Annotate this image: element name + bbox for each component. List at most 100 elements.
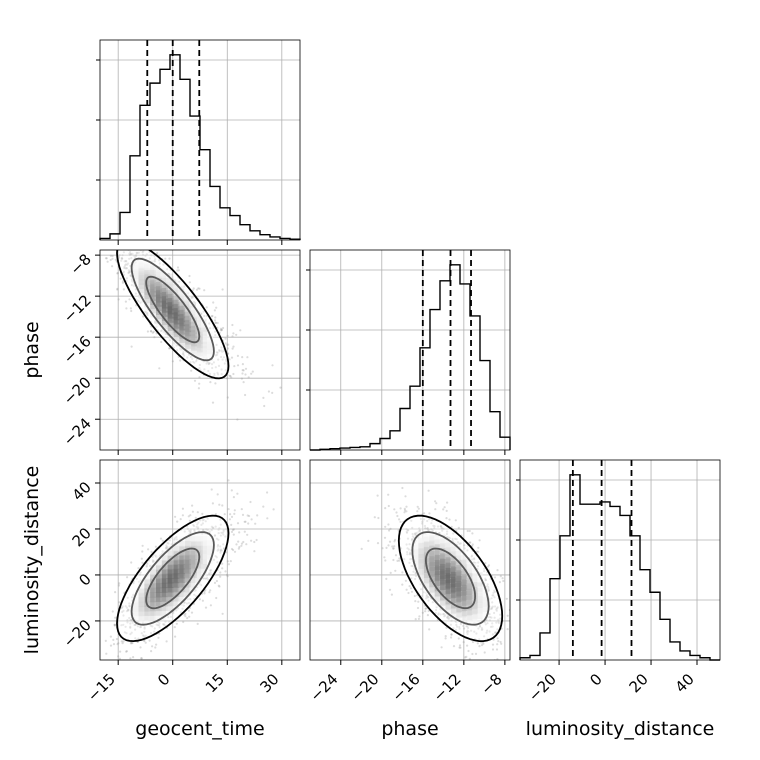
scatter-point	[122, 229, 124, 231]
scatter-point	[424, 607, 427, 610]
scatter-point	[129, 274, 132, 277]
scatter-point	[118, 254, 121, 257]
scatter-point	[463, 547, 466, 550]
scatter-point	[168, 539, 172, 542]
density-cell	[429, 551, 440, 561]
scatter-point	[398, 557, 401, 560]
scatter-point	[227, 563, 230, 566]
scatter-point	[497, 640, 500, 643]
scatter-point	[427, 595, 430, 598]
xtick-label-luminosity_distance_x-0: −20	[525, 670, 560, 705]
scatter-point	[122, 614, 125, 617]
scatter-point	[475, 632, 478, 635]
density-cell	[467, 610, 478, 621]
scatter-point	[128, 253, 131, 256]
scatter-point	[211, 401, 215, 404]
scatter-point	[403, 511, 406, 514]
scatter-point	[155, 623, 158, 626]
scatter-point	[437, 612, 440, 615]
scatter-point	[116, 288, 119, 291]
scatter-point	[195, 525, 198, 529]
scatter-point	[406, 537, 410, 540]
density-cell	[423, 531, 434, 542]
scatter-point	[166, 547, 169, 550]
scatter-point	[426, 527, 429, 530]
scatter-point	[217, 532, 220, 535]
scatter-point	[148, 639, 151, 642]
scatter-point	[116, 221, 118, 223]
density-cell	[150, 266, 161, 277]
scatter-point	[158, 367, 161, 370]
scatter-point	[151, 331, 154, 334]
scatter-point	[421, 520, 424, 523]
density-cell	[461, 595, 472, 606]
scatter-point	[247, 376, 250, 379]
scatter-point	[414, 532, 417, 535]
scatter-point	[164, 332, 167, 336]
scatter-point	[219, 329, 222, 332]
scatter-point	[246, 356, 249, 359]
scatter-point	[189, 531, 192, 534]
density-cell	[434, 576, 445, 586]
xtick-label-phase_x-4: −8	[477, 670, 505, 698]
scatter-point	[244, 393, 247, 397]
scatter-point	[140, 657, 143, 660]
density-cell	[434, 549, 445, 560]
scatter-point	[181, 607, 184, 610]
density-cell	[413, 549, 423, 560]
scatter-point	[158, 626, 161, 629]
scatter-point	[127, 262, 130, 265]
scatter-point	[128, 616, 131, 620]
scatter-point	[218, 349, 221, 352]
scatter-point	[522, 617, 524, 619]
scatter-point	[156, 251, 159, 255]
scatter-point	[470, 629, 473, 632]
scatter-point	[222, 543, 225, 546]
scatter-point	[245, 543, 248, 546]
scatter-point	[196, 527, 199, 530]
scatter-point	[151, 560, 154, 564]
scatter-point	[161, 539, 164, 542]
scatter-point	[204, 520, 207, 523]
scatter-point	[118, 657, 121, 660]
scatter-point	[197, 526, 200, 529]
scatter-point	[222, 547, 225, 550]
scatter-point	[235, 543, 238, 546]
density-cell	[456, 570, 467, 581]
density-cell	[450, 593, 461, 604]
contour-1σ	[145, 275, 201, 344]
scatter-point	[141, 550, 144, 553]
scatter-point	[483, 570, 486, 573]
scatter-point	[458, 644, 462, 647]
scatter-point	[203, 289, 206, 292]
scatter-point	[173, 537, 176, 540]
scatter-point	[135, 254, 138, 257]
scatter-point	[176, 266, 180, 269]
scatter-point	[123, 631, 126, 634]
density-cell	[167, 279, 178, 290]
scatter-point	[224, 535, 227, 538]
scatter-point	[218, 503, 221, 506]
scatter-point	[385, 546, 388, 550]
scatter-point	[210, 569, 213, 572]
density-cell	[434, 565, 445, 576]
scatter-point	[169, 615, 173, 619]
scatter-point	[196, 523, 199, 526]
scatter-point	[217, 373, 220, 376]
scatter-point	[232, 372, 235, 376]
scatter-point	[193, 379, 197, 382]
scatter-point	[145, 565, 148, 568]
scatter-point	[421, 594, 424, 598]
panel-phase-vs-luminosity_distance-scatter	[360, 486, 524, 660]
scatter-point	[117, 642, 120, 645]
scatter-point	[126, 621, 129, 624]
scatter-point	[480, 628, 483, 631]
scatter-point	[139, 571, 142, 574]
scatter-point	[455, 538, 458, 541]
scatter-point	[462, 641, 465, 644]
scatter-point	[391, 545, 394, 548]
scatter-point	[162, 623, 165, 626]
scatter-point	[227, 479, 230, 482]
scatter-point	[139, 625, 143, 629]
scatter-point	[417, 600, 420, 603]
